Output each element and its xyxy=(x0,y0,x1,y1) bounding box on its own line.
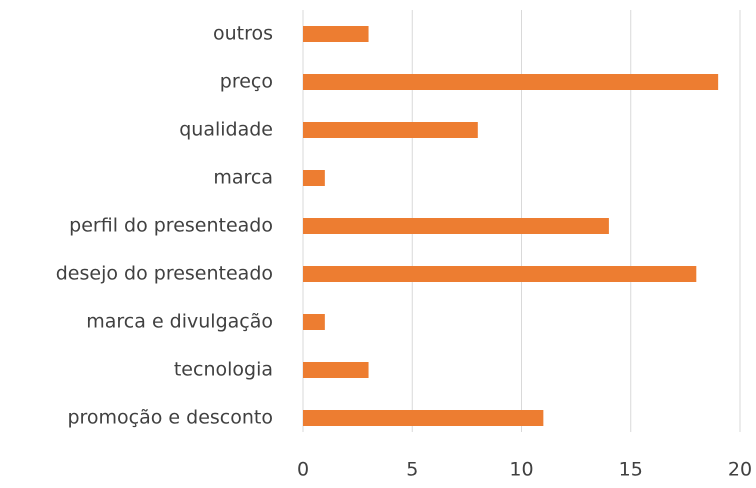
y-tick-label: qualidade xyxy=(179,119,273,141)
y-tick-label: desejo do presenteado xyxy=(56,263,273,285)
bar xyxy=(303,314,325,330)
y-tick-label: marca xyxy=(213,167,273,189)
x-tick-label: 20 xyxy=(728,459,752,481)
y-tick-label: outros xyxy=(213,23,273,45)
bar xyxy=(303,218,609,234)
bar xyxy=(303,26,369,42)
bar xyxy=(303,266,697,282)
x-tick-label: 10 xyxy=(509,459,533,481)
y-tick-label: preço xyxy=(220,71,273,93)
x-tick-label: 15 xyxy=(619,459,643,481)
y-tick-label: perfil do presenteado xyxy=(69,215,273,237)
x-tick-label: 5 xyxy=(406,459,418,481)
bar xyxy=(303,74,719,90)
y-tick-label: marca e divulgação xyxy=(86,311,273,333)
bar xyxy=(303,170,325,186)
bar xyxy=(303,122,478,138)
x-tick-label: 0 xyxy=(297,459,309,481)
y-tick-label: promoção e desconto xyxy=(67,407,273,429)
bar xyxy=(303,362,369,378)
bar xyxy=(303,410,544,426)
y-tick-label: tecnologia xyxy=(174,359,273,381)
